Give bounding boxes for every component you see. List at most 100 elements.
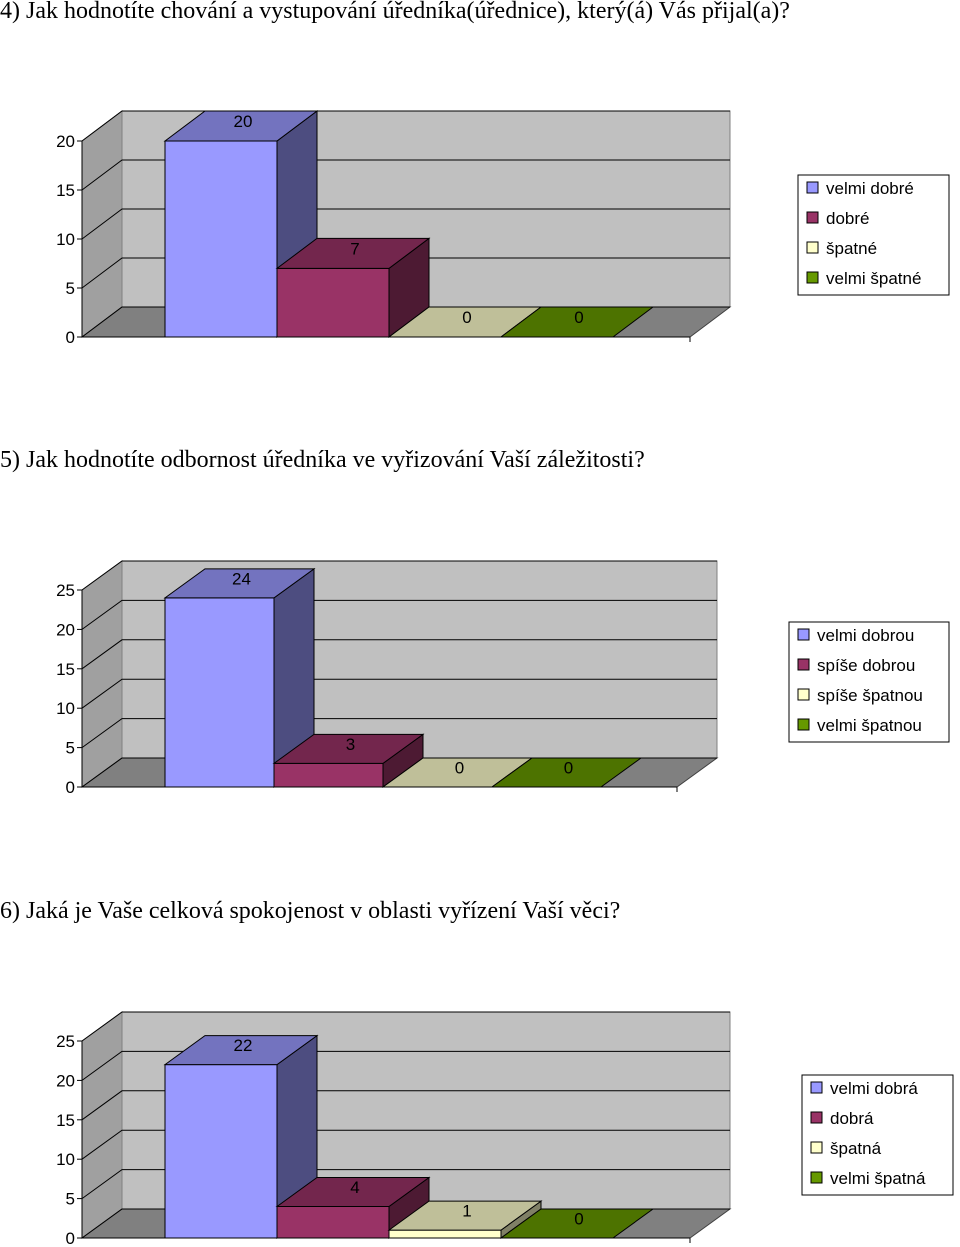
legend-label: velmi špatnou <box>817 716 922 735</box>
question-6-title: 6) Jaká je Vaše celková spokojenost v ob… <box>0 898 621 924</box>
gridline <box>81 718 717 749</box>
legend: velmi dobrou spíše dobrou spíše špatnou vel… <box>788 621 950 743</box>
y-tick-label: 5 <box>66 739 75 758</box>
side-wall <box>81 560 123 788</box>
legend-label: špatné <box>826 239 877 258</box>
data-label: 0 <box>574 1210 583 1229</box>
bar-4 <box>490 757 643 788</box>
bar-top <box>272 733 425 764</box>
y-tick-label: 25 <box>56 1032 75 1051</box>
bar-1 <box>163 567 316 788</box>
data-label: 22 <box>234 1036 253 1055</box>
bar-top <box>490 757 643 788</box>
legend-swatch <box>806 271 819 284</box>
bar-top <box>275 237 431 269</box>
legend-label: špatná <box>830 1139 882 1158</box>
legend-swatch <box>797 718 810 731</box>
legend-swatch <box>797 658 810 671</box>
data-label: 20 <box>234 112 253 131</box>
legend-swatch <box>810 1141 823 1154</box>
gridline <box>81 110 730 142</box>
legend-swatch <box>806 181 819 194</box>
data-label: 1 <box>462 1202 471 1221</box>
legend-swatch <box>797 688 810 701</box>
legend-label: dobrá <box>830 1109 874 1128</box>
y-tick-label: 0 <box>66 328 75 347</box>
legend-swatch <box>797 628 810 641</box>
y-tick-label: 25 <box>56 581 75 600</box>
gridline <box>81 599 717 630</box>
legend-swatch <box>806 211 819 224</box>
gridline <box>81 257 730 289</box>
y-tick-label: 5 <box>66 1190 75 1209</box>
legend-label: velmi dobré <box>826 179 914 198</box>
legend-label: spíše špatnou <box>817 686 923 705</box>
gridline <box>81 1169 730 1200</box>
data-label: 7 <box>350 239 359 258</box>
legend-label: dobré <box>826 209 869 228</box>
legend-box <box>788 621 950 743</box>
bar-front <box>388 1229 502 1239</box>
legend-box <box>797 174 950 296</box>
legend-swatch <box>810 1081 823 1094</box>
bar-top <box>163 568 316 599</box>
legend-swatch <box>810 1111 823 1124</box>
legend-label: velmi špatné <box>826 269 921 288</box>
bar-2 <box>272 733 425 788</box>
y-tick-label: 5 <box>66 279 75 298</box>
gridline <box>81 1090 730 1121</box>
bar-3 <box>387 1200 543 1239</box>
y-tick-label: 0 <box>66 1229 75 1247</box>
legend-swatch <box>810 1171 823 1184</box>
gridline <box>81 639 717 670</box>
bar-4 <box>499 306 655 338</box>
bar-front <box>276 1205 390 1239</box>
gridline <box>81 208 730 240</box>
data-label: 0 <box>564 759 573 778</box>
legend: velmi dobré dobré špatné velmi špatné <box>797 174 950 296</box>
y-tick-label: 15 <box>56 660 75 679</box>
y-tick-label: 20 <box>56 620 75 639</box>
bar-top <box>163 1035 319 1066</box>
side-wall <box>81 1011 123 1239</box>
legend-label: spíše dobrou <box>817 656 915 675</box>
bar-front <box>164 140 278 338</box>
bar-front <box>164 1064 278 1239</box>
legend-box <box>801 1074 954 1196</box>
question-5-title: 5) Jak hodnotíte odbornost úředníka ve v… <box>0 447 645 473</box>
y-tick-label: 20 <box>56 1071 75 1090</box>
y-tick-label: 10 <box>56 699 75 718</box>
bar-top <box>387 1200 543 1231</box>
y-tick-label: 10 <box>56 230 75 249</box>
y-tick-label: 10 <box>56 1150 75 1169</box>
bar-top <box>499 306 655 338</box>
gridline <box>81 678 717 709</box>
bar-front <box>276 267 390 338</box>
gridline <box>81 1129 730 1160</box>
gridline <box>81 1011 730 1042</box>
gridline <box>81 159 730 191</box>
legend: velmi dobrá dobrá špatná velmi špatná <box>801 1074 954 1196</box>
bar-4 <box>499 1208 655 1239</box>
bar-front <box>164 597 275 788</box>
y-tick-label: 0 <box>66 778 75 797</box>
data-label: 4 <box>350 1178 359 1197</box>
gridline <box>81 560 717 591</box>
data-label: 0 <box>462 308 471 327</box>
y-tick-label: 20 <box>56 132 75 151</box>
bar-1 <box>163 110 319 338</box>
bar-top <box>275 1176 431 1207</box>
bar-front <box>273 762 384 788</box>
y-tick-label: 15 <box>56 1111 75 1130</box>
data-label: 24 <box>232 569 251 588</box>
y-tick-label: 15 <box>56 181 75 200</box>
data-label: 0 <box>455 759 464 778</box>
gridline <box>81 1050 730 1081</box>
bar-top <box>163 110 319 142</box>
legend-label: velmi špatná <box>830 1169 926 1188</box>
data-label: 3 <box>346 735 355 754</box>
legend-label: velmi dobrá <box>830 1079 918 1098</box>
legend-swatch <box>806 241 819 254</box>
question-4-title: 4) Jak hodnotíte chování a vystupování ú… <box>0 0 790 24</box>
